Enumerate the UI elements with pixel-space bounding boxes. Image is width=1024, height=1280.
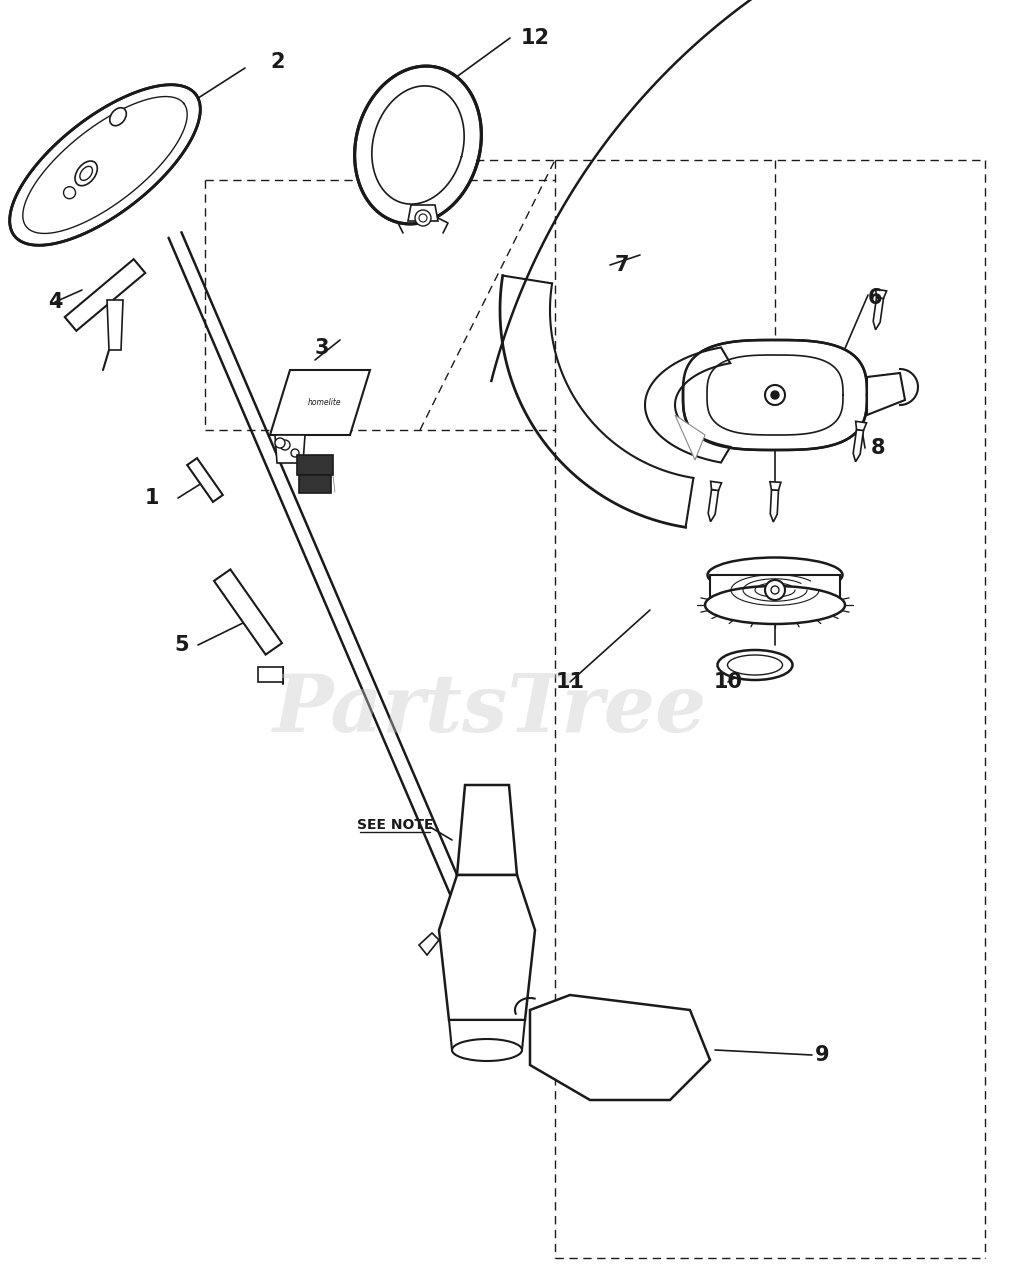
- Polygon shape: [106, 300, 123, 349]
- Polygon shape: [856, 421, 866, 430]
- Polygon shape: [354, 67, 481, 224]
- Text: 3: 3: [314, 338, 330, 358]
- Ellipse shape: [718, 650, 793, 680]
- Polygon shape: [439, 876, 535, 1020]
- Polygon shape: [270, 370, 370, 435]
- Ellipse shape: [75, 161, 97, 186]
- Polygon shape: [65, 259, 145, 330]
- Polygon shape: [876, 289, 887, 298]
- Circle shape: [771, 390, 779, 399]
- Ellipse shape: [110, 108, 126, 125]
- Polygon shape: [770, 481, 781, 490]
- Text: 7: 7: [614, 255, 630, 275]
- Polygon shape: [770, 490, 778, 522]
- Polygon shape: [675, 415, 705, 460]
- Text: SEE NOTE: SEE NOTE: [356, 818, 433, 832]
- Circle shape: [765, 580, 785, 600]
- Polygon shape: [408, 205, 438, 221]
- Text: 1: 1: [144, 488, 160, 508]
- Polygon shape: [9, 84, 201, 246]
- Text: 5: 5: [175, 635, 189, 655]
- Circle shape: [275, 438, 285, 448]
- Ellipse shape: [727, 655, 782, 675]
- Ellipse shape: [452, 1039, 522, 1061]
- Polygon shape: [711, 481, 722, 490]
- Polygon shape: [873, 297, 884, 330]
- Text: 6: 6: [867, 288, 883, 308]
- Text: 12: 12: [520, 28, 550, 49]
- Polygon shape: [187, 458, 223, 502]
- Polygon shape: [299, 475, 331, 493]
- Circle shape: [63, 187, 76, 198]
- Polygon shape: [214, 570, 282, 654]
- Polygon shape: [297, 454, 333, 475]
- Circle shape: [771, 586, 779, 594]
- Text: homelite: homelite: [308, 398, 342, 407]
- Polygon shape: [449, 1020, 525, 1050]
- Polygon shape: [419, 933, 439, 955]
- Circle shape: [765, 385, 785, 404]
- Text: 11: 11: [555, 672, 585, 692]
- Polygon shape: [710, 575, 840, 605]
- Polygon shape: [867, 372, 905, 415]
- Polygon shape: [709, 489, 719, 522]
- Circle shape: [291, 449, 299, 457]
- Circle shape: [280, 440, 290, 451]
- Ellipse shape: [705, 586, 845, 625]
- Text: PartsTree: PartsTree: [272, 671, 708, 749]
- Text: 9: 9: [815, 1044, 829, 1065]
- Circle shape: [415, 210, 431, 227]
- Polygon shape: [275, 435, 305, 463]
- Polygon shape: [683, 340, 867, 451]
- Text: 8: 8: [870, 438, 886, 458]
- Text: 2: 2: [270, 52, 286, 72]
- Polygon shape: [530, 995, 710, 1100]
- Text: 4: 4: [48, 292, 62, 312]
- Ellipse shape: [708, 558, 843, 593]
- Text: 10: 10: [714, 672, 742, 692]
- Polygon shape: [258, 667, 283, 682]
- Circle shape: [419, 214, 427, 221]
- Polygon shape: [457, 785, 517, 876]
- Polygon shape: [645, 347, 730, 462]
- Polygon shape: [853, 430, 863, 462]
- Ellipse shape: [80, 166, 92, 180]
